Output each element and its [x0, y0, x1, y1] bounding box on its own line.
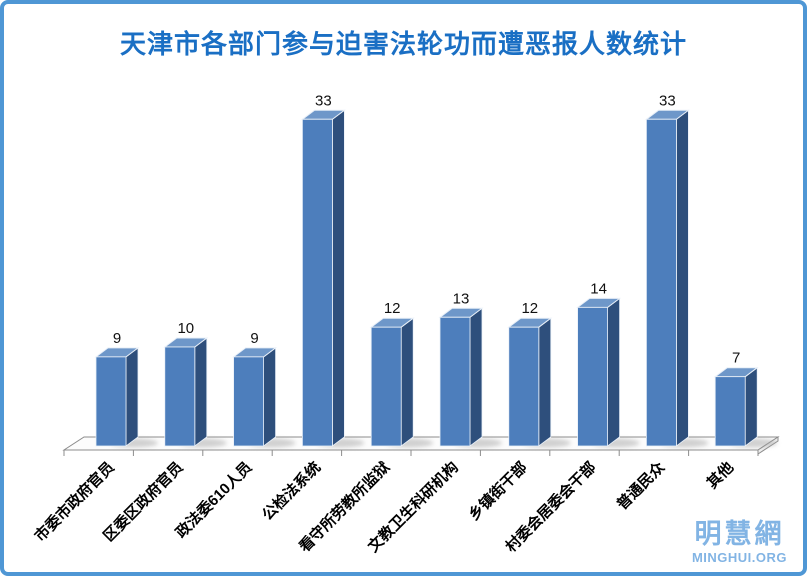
bar-front-face — [714, 376, 746, 447]
bar-side-face — [744, 366, 758, 447]
bar-group: 9 — [232, 330, 278, 447]
bar-front-face — [370, 326, 402, 447]
bar-front-face — [508, 326, 540, 447]
bar-group: 7 — [713, 350, 759, 447]
bar-side-face — [538, 317, 552, 447]
bar-value-label: 12 — [384, 300, 401, 317]
category-label: 公检法系统 — [258, 458, 324, 524]
bar-side-face — [125, 347, 139, 447]
bar-group: 9 — [94, 330, 140, 447]
category-label: 乡镇街干部 — [465, 458, 531, 524]
bar-group: 33 — [644, 92, 690, 447]
bar-side-face — [469, 307, 483, 447]
bar-group: 10 — [163, 320, 209, 447]
bar-front-face — [577, 306, 608, 447]
bar-front-face — [95, 356, 127, 447]
bar-front-face — [439, 316, 471, 447]
chart-title: 天津市各部门参与迫害法轮功而遭恶报人数统计 — [119, 29, 687, 59]
bar-value-label: 7 — [732, 350, 740, 367]
bar-front-face — [233, 356, 265, 447]
bar-value-label: 33 — [315, 92, 332, 109]
bar-group: 14 — [576, 280, 622, 447]
bar-side-face — [676, 109, 689, 447]
minghui-logo-text: 明慧網 — [694, 519, 785, 549]
bar-side-face — [263, 347, 277, 447]
bar-front-face — [646, 118, 677, 447]
bar-group: 12 — [507, 300, 553, 447]
category-label: 普通民众 — [613, 458, 668, 513]
bar-group: 13 — [438, 290, 484, 447]
bar-group: 12 — [369, 300, 415, 447]
watermark: 明慧網 MINGHUI.ORG — [691, 519, 787, 565]
bar-value-label: 14 — [590, 280, 607, 297]
bar-group: 33 — [300, 92, 346, 447]
bar-value-label: 9 — [113, 330, 121, 347]
bar-side-face — [331, 109, 345, 447]
bar-side-face — [400, 317, 414, 447]
category-label: 其他 — [703, 458, 737, 492]
bar-value-label: 13 — [453, 290, 470, 307]
bar-value-label: 12 — [521, 300, 538, 317]
bar-value-label: 33 — [659, 92, 676, 109]
bar-side-face — [607, 297, 620, 447]
bar-side-face — [194, 337, 208, 447]
bar-front-face — [301, 118, 333, 447]
bar-front-face — [164, 346, 196, 447]
bar-value-label: 10 — [177, 320, 194, 337]
bar-value-label: 9 — [250, 330, 258, 347]
minghui-site-text: MINGHUI.ORG — [691, 550, 787, 565]
